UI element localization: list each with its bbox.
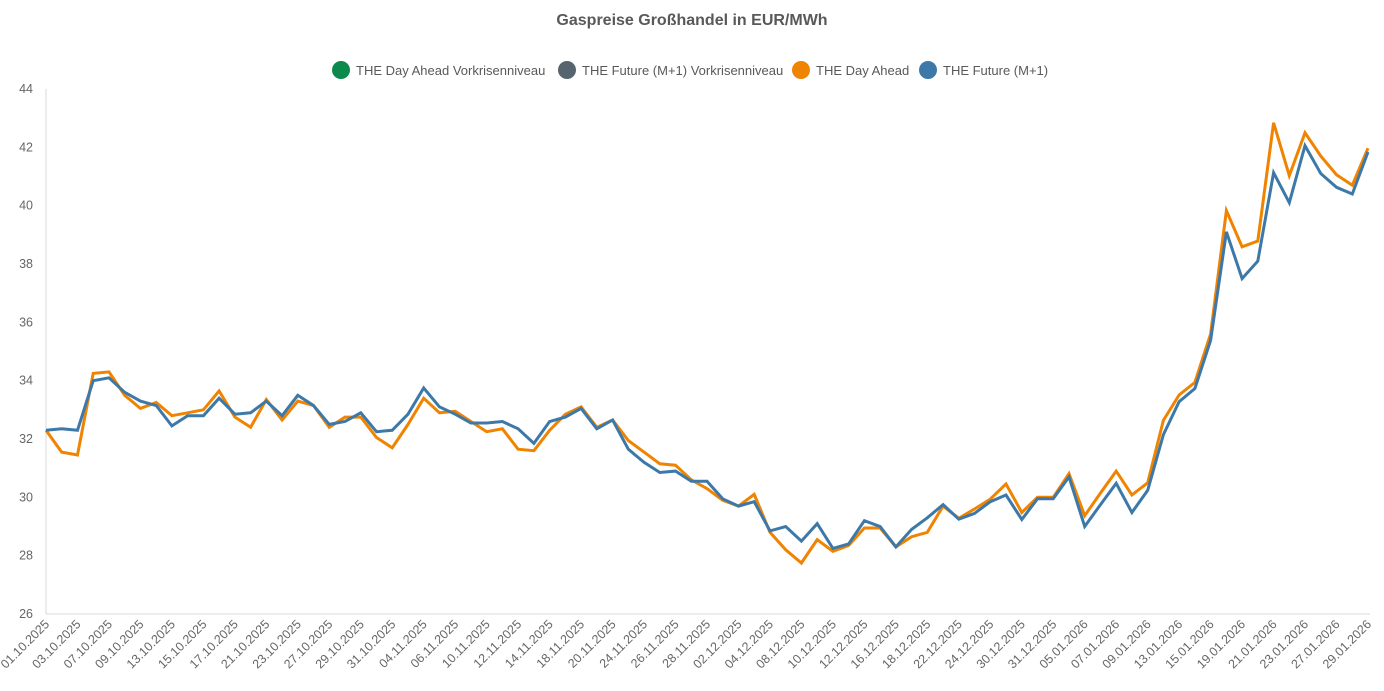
legend-marker-icon [919,61,937,79]
y-tick-label: 26 [19,607,33,621]
y-tick-label: 32 [19,432,33,446]
y-tick-label: 34 [19,374,33,388]
y-axis-ticks: 26 28 30 32 34 36 38 40 42 44 [19,82,33,621]
legend-marker-icon [332,61,350,79]
x-axis-ticks: 01.10.202503.10.202507.10.202509.10.2025… [0,617,1374,671]
legend-item[interactable]: THE Day Ahead [792,61,909,79]
y-tick-label: 44 [19,82,33,96]
legend: THE Day Ahead Vorkrisenniveau THE Future … [332,61,1048,79]
legend-item[interactable]: THE Future (M+1) [919,61,1048,79]
legend-item[interactable]: THE Future (M+1) Vorkrisenniveau [558,61,783,79]
series-lines [44,122,1370,566]
chart-title: Gaspreise Großhandel in EUR/MWh [556,12,827,29]
legend-label: THE Future (M+1) Vorkrisenniveau [582,63,783,78]
legend-marker-icon [558,61,576,79]
y-tick-label: 40 [19,199,33,213]
y-tick-label: 36 [19,315,33,329]
series-line-2 [44,122,1370,566]
legend-label: THE Day Ahead Vorkrisenniveau [356,63,545,78]
series-line-3 [45,141,1370,551]
y-tick-label: 42 [19,140,33,154]
legend-label: THE Future (M+1) [943,63,1048,78]
legend-label: THE Day Ahead [816,63,909,78]
y-tick-label: 30 [19,490,33,504]
y-tick-label: 28 [19,549,33,563]
legend-marker-icon [792,61,810,79]
legend-item[interactable]: THE Day Ahead Vorkrisenniveau [332,61,545,79]
y-tick-label: 38 [19,257,33,271]
